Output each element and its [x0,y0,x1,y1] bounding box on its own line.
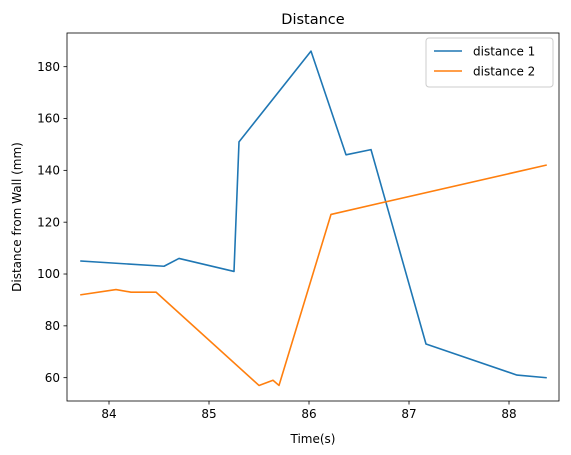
series-line [80,50,547,379]
x-tick-label: 86 [301,407,316,421]
y-tick-label: 80 [45,319,60,333]
y-tick-label: 100 [37,267,60,281]
legend-label: distance 2 [473,64,535,78]
y-axis-label: Distance from Wall (mm) [10,142,24,292]
y-tick-label: 180 [37,60,60,74]
y-axis: 60 80 100 120 140 160 180 [37,60,67,385]
legend-label: distance 1 [473,44,535,58]
y-tick-label: 140 [37,164,60,178]
series-line [80,164,547,387]
x-axis: 84 85 86 87 88 [101,401,517,421]
plot-area [67,33,559,401]
x-tick-label: 85 [201,407,216,421]
y-tick-label: 120 [37,215,60,229]
x-tick-label: 87 [401,407,416,421]
series-layer [80,50,547,387]
x-tick-label: 84 [101,407,116,421]
x-axis-label: Time(s) [290,432,336,446]
y-tick-label: 60 [45,371,60,385]
x-tick-label: 88 [501,407,516,421]
plot-frame [66,32,560,402]
legend: distance 1 distance 2 [425,37,554,88]
y-tick-label: 160 [37,112,60,126]
chart-title: Distance [281,12,344,28]
